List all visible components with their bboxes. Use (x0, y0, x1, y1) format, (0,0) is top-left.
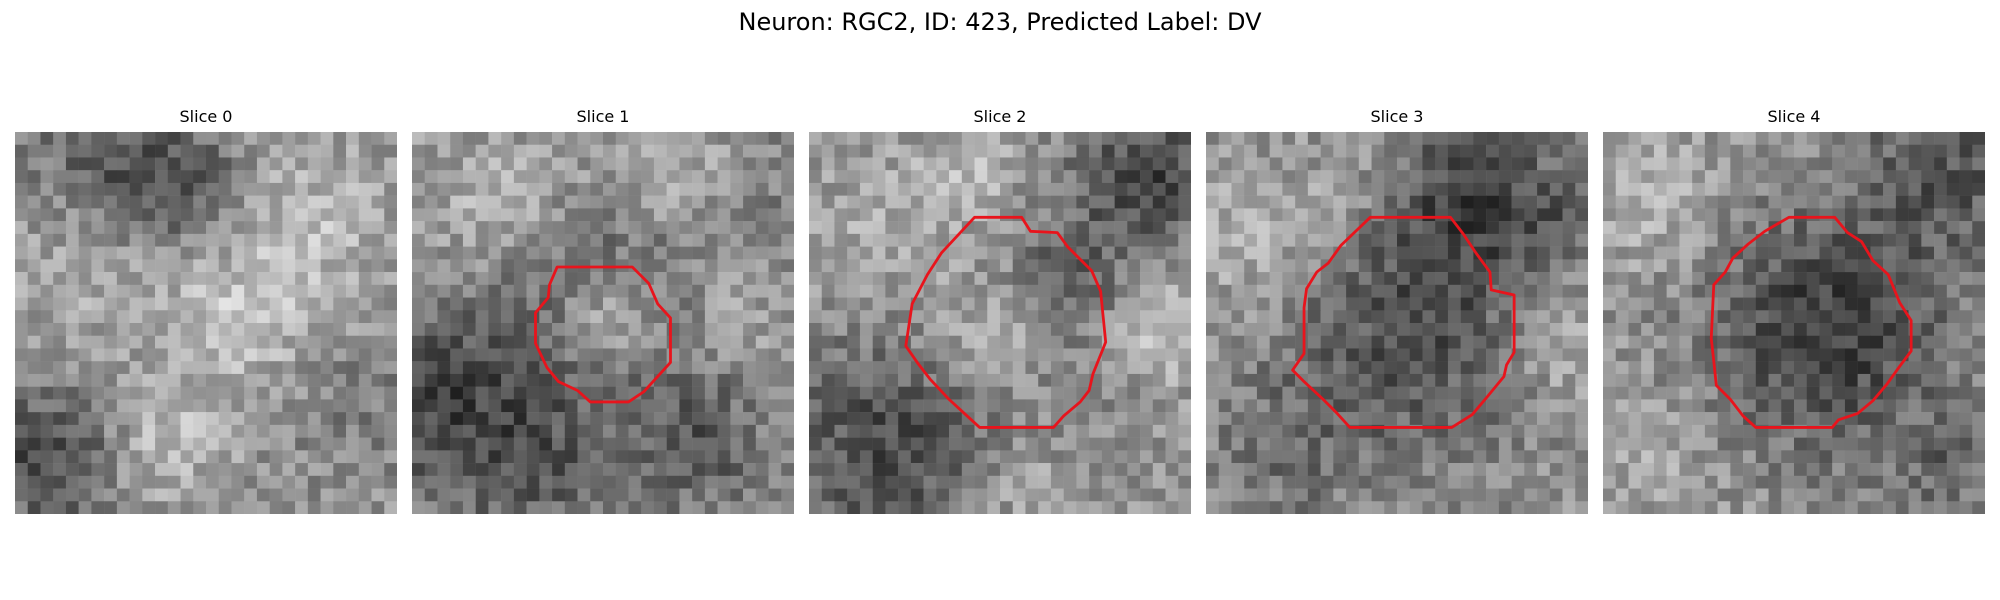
slice-image-3 (1206, 132, 1588, 514)
slice-title: Slice 3 (1370, 107, 1424, 126)
cell-contour (1291, 215, 1516, 429)
slice-panel-3: Slice 3 (1206, 106, 1588, 514)
cell-contour (1709, 215, 1913, 429)
slice-image-0 (15, 132, 397, 514)
cell-contour (534, 265, 672, 404)
slice-panel-2: Slice 2 (809, 106, 1191, 514)
slice-title: Slice 2 (973, 107, 1027, 126)
slice-image-1 (412, 132, 794, 514)
slice-image-2 (809, 132, 1191, 514)
slice-title: Slice 4 (1767, 107, 1821, 126)
cell-contour (904, 215, 1108, 429)
figure-title: Neuron: RGC2, ID: 423, Predicted Label: … (738, 8, 1262, 36)
slice-title: Slice 0 (179, 107, 233, 126)
slice-panel-4: Slice 4 (1603, 106, 1985, 514)
slice-title: Slice 1 (576, 107, 630, 126)
slice-image-4 (1603, 132, 1985, 514)
slice-panel-1: Slice 1 (412, 106, 794, 514)
slice-panel-0: Slice 0 (15, 106, 397, 514)
